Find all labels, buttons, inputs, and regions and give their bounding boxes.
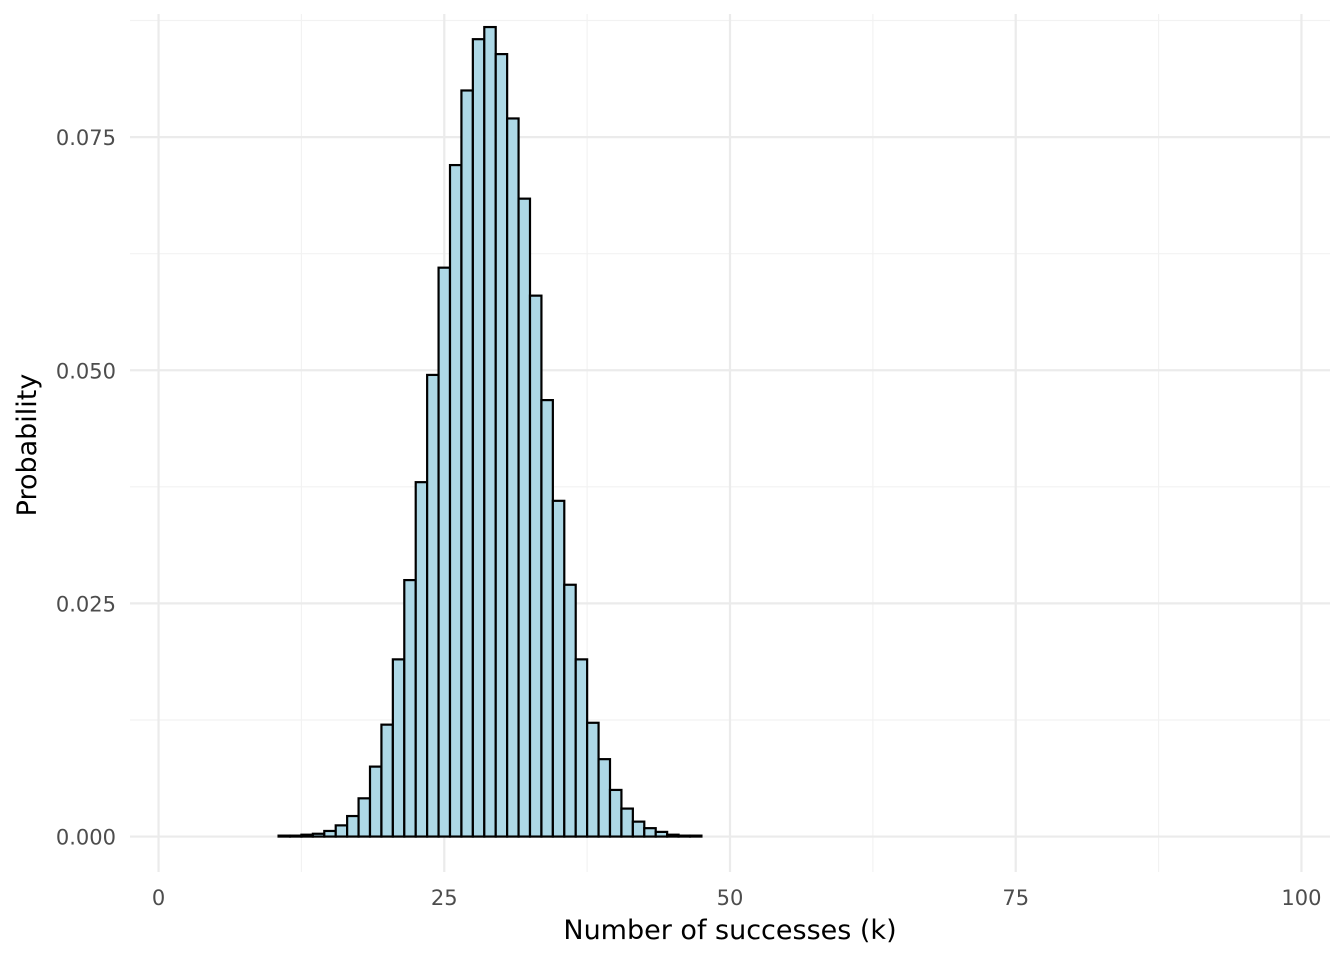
histogram-bar [631,820,646,838]
y-tick-label: 0.075 [56,126,116,150]
histogram-bar [380,723,394,838]
histogram-bar [494,53,509,838]
histogram-bar [517,197,532,838]
histogram-bar [551,499,566,838]
y-axis-title: Probability [12,374,43,517]
histogram-bar [608,788,623,838]
histogram-bar [391,658,406,838]
histogram-bar [643,827,657,838]
histogram-bar [357,797,372,838]
x-tick-label: 100 [1281,886,1321,910]
histogram-bar [300,833,314,838]
histogram-bar [368,765,383,838]
y-tick-label: 0.025 [56,592,116,616]
histogram-bar [346,814,360,838]
x-tick-label: 25 [431,886,458,910]
histogram-bar [334,824,349,838]
histogram-bar [323,829,337,838]
histogram-bar [426,373,440,838]
histogram-bar [597,758,612,838]
histogram-bar [620,807,634,838]
histogram-bar [540,399,554,838]
histogram-bar [563,583,577,838]
histogram-bar [403,578,417,838]
histogram-bar [688,834,703,838]
histogram-bar [654,830,669,838]
x-tick-label: 0 [152,886,165,910]
probability-bars [277,25,703,838]
histogram-bar [483,25,497,838]
x-tick-label: 50 [717,886,744,910]
x-axis-title: Number of successes (k) [563,915,896,946]
histogram-bar [586,721,600,838]
histogram-bar [448,163,463,838]
histogram-bar [471,38,486,838]
x-axis-tick-labels: 0 25 50 75 100 [152,886,1322,910]
histogram-bar [414,481,429,838]
histogram-bar [506,117,520,838]
histogram-bar [311,832,326,838]
histogram-bar [528,294,543,838]
histogram-bar [677,834,692,838]
histogram-bar [666,833,680,838]
grid-lines [130,14,1330,872]
histogram-bar [437,266,452,838]
y-tick-label: 0.000 [56,826,116,850]
histogram-bar [460,89,474,838]
histogram-bar [288,834,303,838]
y-axis-tick-labels: 0.000 0.025 0.050 0.075 [56,126,116,849]
x-tick-label: 75 [1002,886,1029,910]
histogram-bar [277,834,292,838]
y-tick-label: 0.050 [56,359,116,383]
histogram-bar [574,658,589,838]
